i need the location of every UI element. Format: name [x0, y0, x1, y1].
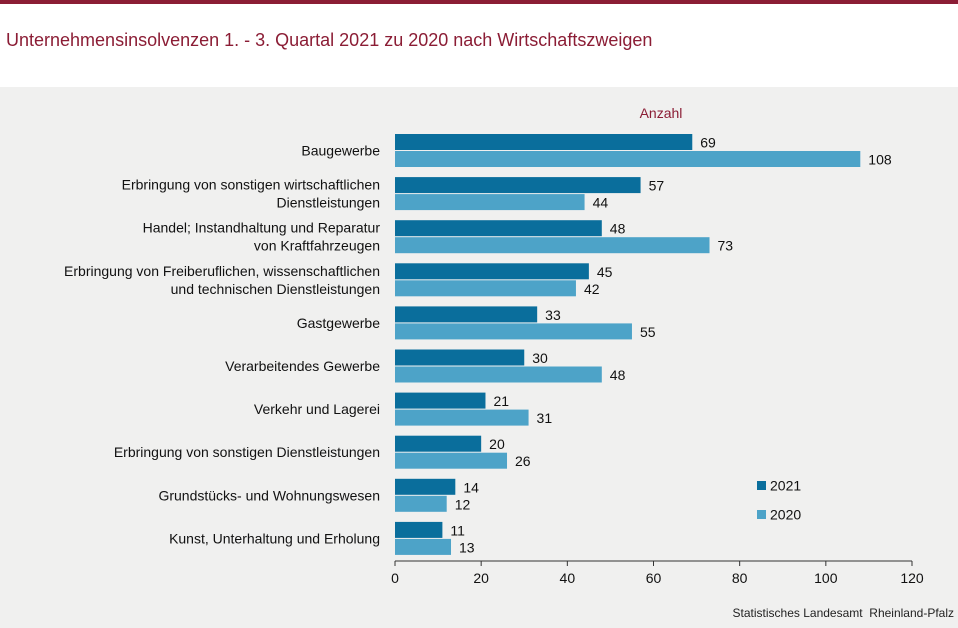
data-label-2020: 12 [455, 496, 471, 512]
x-tick-label: 80 [732, 570, 748, 586]
data-label-2020: 108 [868, 152, 892, 168]
legend-label-2020: 2020 [770, 507, 801, 523]
data-label-2020: 42 [584, 281, 600, 297]
bar-2020 [395, 452, 508, 469]
bar-2020 [395, 366, 602, 383]
bar-2021 [395, 306, 538, 323]
bar-2021 [395, 478, 456, 495]
bar-2021 [395, 521, 443, 538]
category-label: Verarbeitendes Gewerbe [225, 358, 380, 374]
bar-2020 [395, 280, 576, 297]
bar-2020 [395, 409, 529, 426]
category-label: Handel; Instandhaltung und Reparatur [143, 220, 381, 236]
data-label-2021: 30 [532, 350, 548, 366]
data-label-2020: 26 [515, 453, 531, 469]
data-label-2021: 57 [649, 178, 665, 194]
category-label: Dienstleistungen [276, 195, 380, 211]
legend-label-2021: 2021 [770, 478, 801, 494]
top-rule [0, 0, 958, 4]
data-label-2021: 45 [597, 264, 613, 280]
category-label: Baugewerbe [301, 143, 380, 159]
bar-2020 [395, 194, 585, 211]
bar-2020 [395, 237, 710, 254]
data-label-2021: 21 [493, 393, 509, 409]
header: Unternehmensinsolvenzen 1. - 3. Quartal … [0, 4, 958, 75]
data-label-2020: 44 [593, 195, 609, 211]
legend-swatch-2021 [757, 481, 766, 490]
category-label: Gastgewerbe [297, 315, 380, 331]
bar-2021 [395, 220, 602, 237]
bar-2021 [395, 134, 693, 150]
data-label-2021: 11 [450, 522, 465, 538]
category-label: Erbringung von Freiberuflichen, wissensc… [64, 263, 380, 279]
data-label-2021: 14 [463, 479, 479, 495]
category-label: Erbringung von sonstigen wirtschaftliche… [122, 177, 380, 193]
category-label: Erbringung von sonstigen Dienstleistunge… [114, 444, 380, 460]
bar-2020 [395, 323, 632, 340]
header-gap [0, 75, 958, 87]
data-label-2020: 48 [610, 367, 626, 383]
x-tick-label: 120 [900, 570, 924, 586]
bar-2021 [395, 392, 486, 409]
bar-2021 [395, 435, 482, 452]
category-label: Kunst, Unterhaltung und Erholung [169, 530, 380, 546]
data-label-2020: 73 [718, 238, 734, 254]
source-footer: Statistisches Landesamt Rheinland-Pfalz [732, 606, 954, 620]
data-label-2020: 31 [537, 410, 553, 426]
bar-2020 [395, 151, 861, 167]
x-tick-label: 40 [560, 570, 576, 586]
data-label-2021: 33 [545, 307, 561, 323]
category-label: von Kraftfahrzeugen [254, 238, 380, 254]
bar-2020 [395, 538, 452, 555]
category-label: Verkehr und Lagerei [254, 401, 380, 417]
page-title: Unternehmensinsolvenzen 1. - 3. Quartal … [6, 30, 653, 50]
data-label-2021: 69 [700, 135, 716, 151]
x-tick-label: 0 [391, 570, 399, 586]
data-label-2020: 13 [459, 539, 475, 555]
data-label-2021: 20 [489, 436, 505, 452]
bar-2021 [395, 177, 641, 194]
legend-swatch-2020 [757, 510, 766, 519]
category-label: Grundstücks- und Wohnungswesen [158, 487, 380, 503]
bar-2021 [395, 349, 525, 366]
bar-2021 [395, 263, 589, 280]
x-tick-label: 20 [473, 570, 489, 586]
category-label: und technischen Dienstleistungen [171, 281, 380, 297]
data-label-2021: 48 [610, 221, 626, 237]
x-tick-label: 100 [814, 570, 838, 586]
bar-2020 [395, 495, 447, 512]
data-label-2020: 55 [640, 324, 656, 340]
x-tick-label: 60 [646, 570, 662, 586]
unit-label: Anzahl [640, 105, 683, 121]
